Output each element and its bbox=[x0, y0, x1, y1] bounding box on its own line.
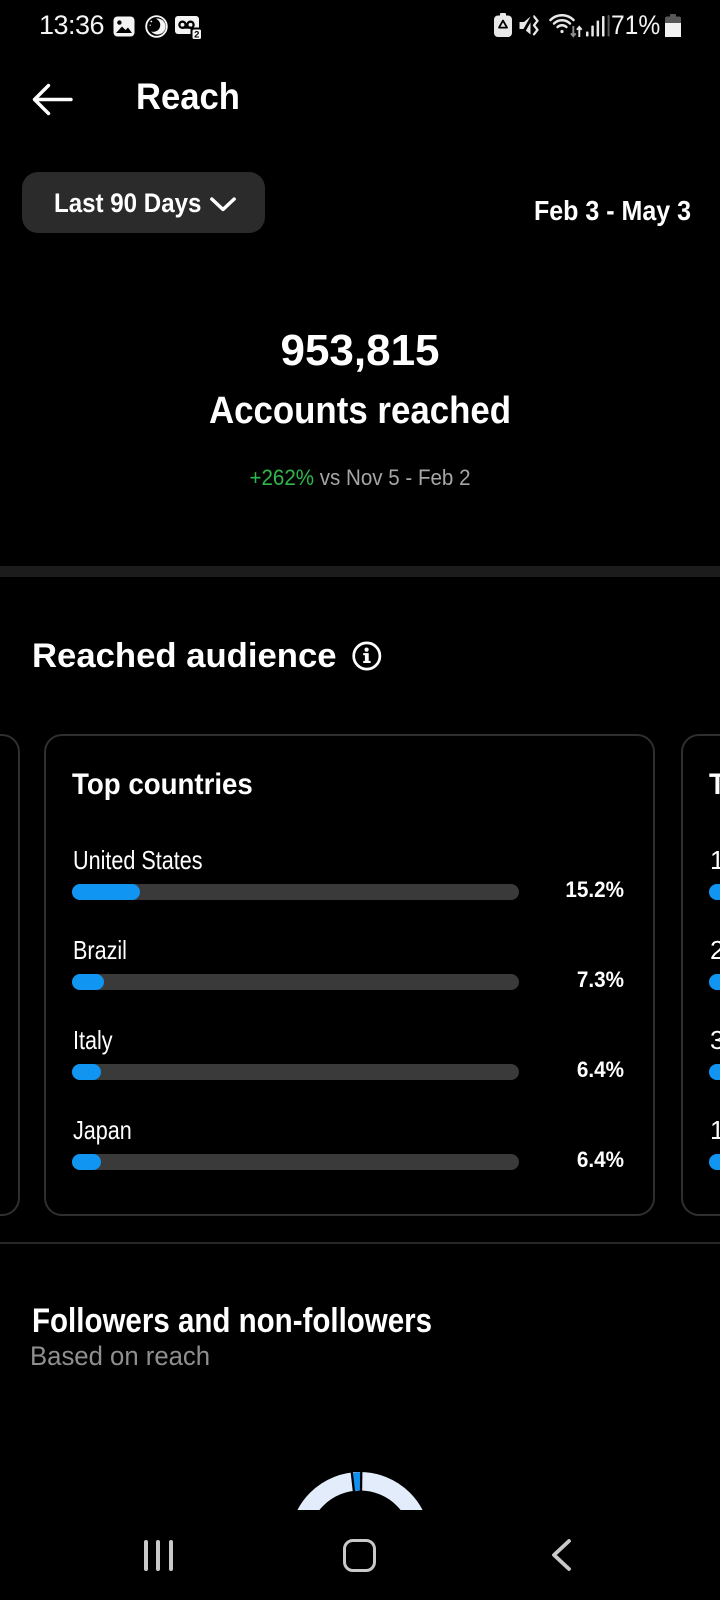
svg-text:2: 2 bbox=[194, 30, 199, 40]
